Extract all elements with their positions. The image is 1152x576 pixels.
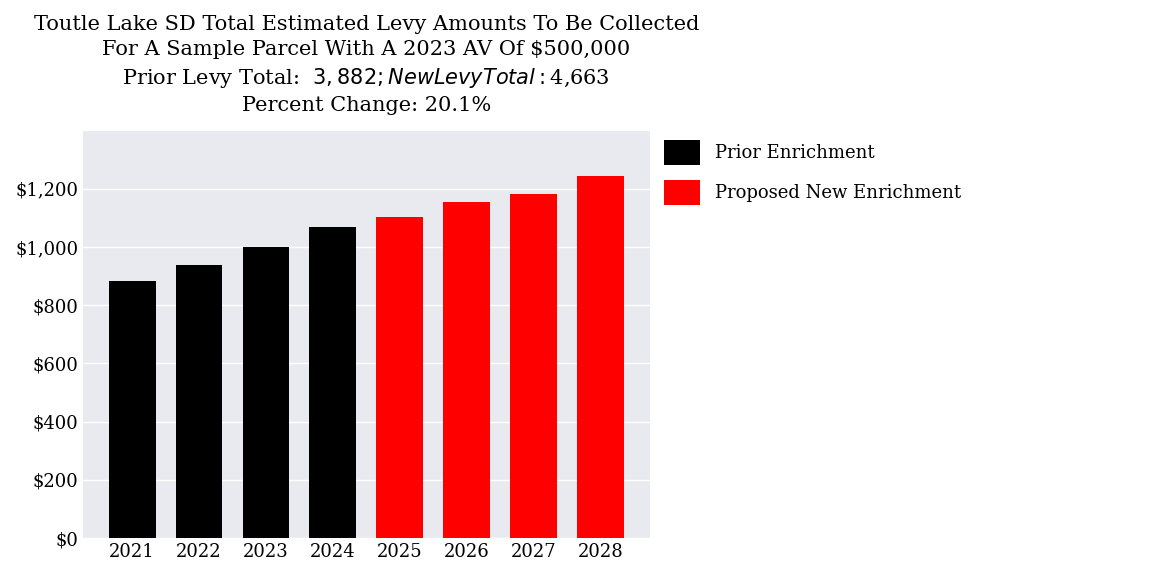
Bar [510,194,556,538]
Title: Toutle Lake SD Total Estimated Levy Amounts To Be Collected
For A Sample Parcel : Toutle Lake SD Total Estimated Levy Amou… [33,15,699,115]
Bar [444,202,490,538]
Bar [243,247,289,538]
Bar [175,264,222,538]
Bar [577,176,624,538]
Bar [377,217,423,538]
Bar [310,228,356,538]
Bar [108,282,156,538]
Legend: Prior Enrichment, Proposed New Enrichment: Prior Enrichment, Proposed New Enrichmen… [665,139,961,205]
